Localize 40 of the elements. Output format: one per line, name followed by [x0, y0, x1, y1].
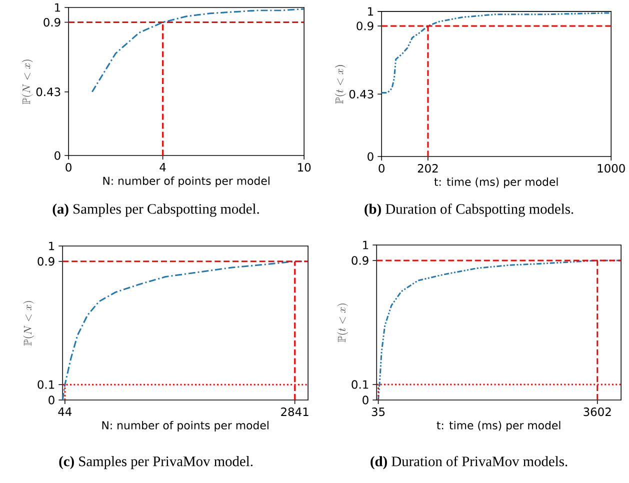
- x-tick-label: 0: [378, 164, 384, 172]
- y-tick-label: 0.9: [38, 256, 54, 266]
- y-tick-label: 0.1: [38, 380, 54, 389]
- y-axis-title: $\mathbb{P}(N < x)$: [23, 300, 34, 346]
- y-tick-label: 0: [54, 150, 60, 160]
- x-tick-label: 35: [372, 407, 385, 416]
- x-tick-label: 202: [418, 164, 438, 172]
- x-axis-title: t: time (ms) per model: [436, 420, 560, 432]
- y-tick-label: 1: [55, 3, 60, 12]
- x-tick-label: 3602: [584, 407, 611, 416]
- x-tick-label: 44: [58, 407, 72, 416]
- y-tick-label: 0.9: [352, 256, 368, 265]
- x-tick-label: 1000: [598, 164, 625, 172]
- text: (c) Samples per PrivaMov model.: [59, 456, 253, 469]
- y-tick-label: 0: [368, 152, 374, 161]
- y-tick-label: 1: [368, 7, 374, 16]
- y-tick-label: 0.1: [352, 380, 368, 389]
- y-axis-title: $\mathbb{P}(N < x)$: [22, 59, 33, 104]
- y-tick-label: 1: [363, 240, 368, 249]
- y-tick-label: 0: [362, 395, 368, 404]
- y-axis-title: $\mathbb{P}(t < x)$: [334, 64, 346, 104]
- x-tick-label: 4: [160, 162, 166, 172]
- y-tick-label: 0: [48, 395, 54, 404]
- line-series: [91, 8, 305, 92]
- x-axis-title: N: number of points per model: [102, 420, 268, 432]
- y-axis-title: $\mathbb{P}(t < x)$: [337, 303, 348, 342]
- line-series: [380, 12, 612, 94]
- y-tick-label: 1: [49, 242, 54, 250]
- y-tick-label: 0.43: [349, 90, 374, 98]
- x-axis-title: N: number of points per model: [103, 176, 270, 187]
- y-tick-label: 0.43: [36, 87, 60, 96]
- x-tick-label: 2841: [281, 407, 308, 416]
- y-tick-label: 0.9: [44, 18, 60, 26]
- x-tick-label: 0: [66, 162, 72, 172]
- text: (b) Duration of Cabspotting models.: [364, 203, 574, 217]
- x-axis-title: t: time (ms) per model: [434, 177, 558, 188]
- text: (a) Samples per Cabspotting model.: [52, 203, 259, 217]
- x-tick-label: 10: [298, 162, 311, 172]
- y-tick-label: 0.9: [356, 21, 374, 30]
- text: (d) Duration of PrivaMov models.: [370, 456, 568, 469]
